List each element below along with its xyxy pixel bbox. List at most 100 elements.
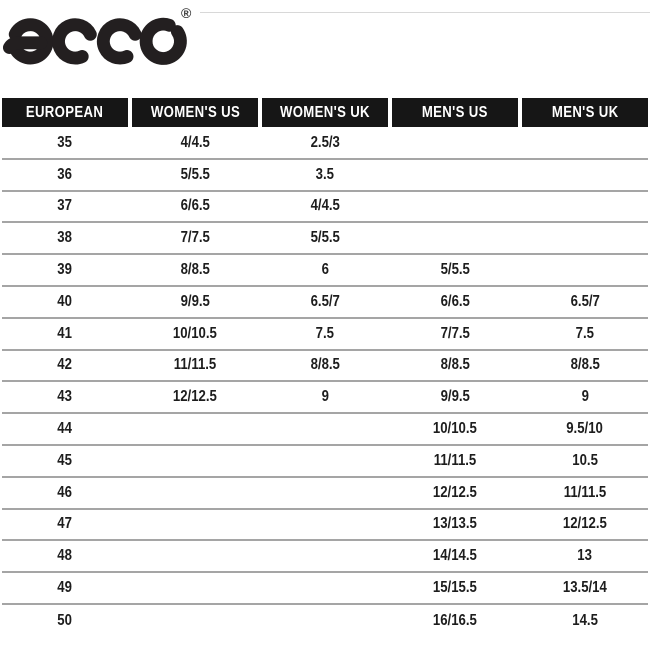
- size-cell-label: 41: [57, 324, 73, 342]
- size-cell-label: 12/12.5: [173, 388, 217, 406]
- table-row: 43 12/12.5 9 9/9.5 9: [2, 382, 648, 415]
- size-cell-label: 7.5: [315, 324, 335, 342]
- size-cell: 16/16.5: [392, 605, 518, 637]
- size-cell-label: 46: [57, 483, 73, 501]
- size-cell: 6/6.5: [132, 192, 258, 222]
- size-cell: [392, 223, 518, 253]
- size-cell-label: 14/14.5: [433, 547, 477, 565]
- size-cell: 7/7.5: [392, 319, 518, 349]
- table-row: 35 4/4.5 2.5/3: [2, 128, 648, 160]
- size-cell-label: 11/11.5: [433, 451, 477, 469]
- size-cell-label: 9/9.5: [440, 388, 470, 406]
- size-cell: 7/7.5: [132, 223, 258, 253]
- size-cell: [262, 478, 388, 508]
- logo-letter-e-bar: [3, 36, 48, 54]
- size-cell-label: 9/9.5: [180, 292, 210, 310]
- size-cell: 3.5: [262, 160, 388, 190]
- size-cell: [522, 160, 648, 190]
- size-cell-label: 10/10.5: [173, 324, 217, 342]
- size-cell: 48: [2, 541, 128, 571]
- size-cell-label: 13/13.5: [433, 515, 477, 533]
- size-cell: [262, 414, 388, 444]
- size-cell: [132, 478, 258, 508]
- size-cell-label: 35: [57, 133, 73, 151]
- size-cell: [262, 605, 388, 637]
- column-header-label: EUROPEAN: [26, 103, 104, 121]
- size-cell-label: 47: [57, 515, 73, 533]
- size-cell-label: 36: [57, 165, 73, 183]
- table-row: 44 10/10.5 9.5/10: [2, 414, 648, 446]
- column-header-label: WOMEN'S UK: [280, 103, 370, 121]
- column-header-label: MEN'S UK: [551, 103, 619, 121]
- size-cell: [392, 128, 518, 158]
- size-cell: 9: [262, 382, 388, 412]
- size-cell: 9.5/10: [522, 414, 648, 444]
- size-cell: 44: [2, 414, 128, 444]
- size-cell: 4/4.5: [132, 128, 258, 158]
- size-cell: 45: [2, 446, 128, 476]
- table-row: 41 10/10.5 7.5 7/7.5 7.5: [2, 319, 648, 351]
- size-cell: 40: [2, 287, 128, 317]
- table-row: 39 8/8.5 6 5/5.5: [2, 255, 648, 287]
- size-cell-label: 9.5/10: [566, 420, 604, 438]
- size-cell-label: 7.5: [575, 324, 595, 342]
- size-cell: 14.5: [522, 605, 648, 637]
- size-cell-label: 48: [57, 547, 73, 565]
- table-row: 47 13/13.5 12/12.5: [2, 510, 648, 542]
- size-cell-label: 11/11.5: [173, 356, 217, 374]
- size-cell: 37: [2, 192, 128, 222]
- size-cell-label: 8/8.5: [570, 356, 600, 374]
- size-cell: 49: [2, 573, 128, 603]
- table-row: 36 5/5.5 3.5: [2, 160, 648, 192]
- column-header-label: WOMEN'S US: [150, 103, 240, 121]
- size-cell: 39: [2, 255, 128, 285]
- top-divider-line: [200, 12, 650, 13]
- size-cell-label: 2.5/3: [310, 133, 340, 151]
- size-cell-label: 6.5/7: [310, 292, 340, 310]
- size-cell: 12/12.5: [132, 382, 258, 412]
- size-cell-label: 7/7.5: [180, 229, 210, 247]
- size-cell-label: 6.5/7: [570, 292, 600, 310]
- size-cell-label: 49: [57, 579, 73, 597]
- size-cell-label: 38: [57, 229, 73, 247]
- table-header-row: EUROPEAN WOMEN'S US WOMEN'S UK MEN'S US MEN'…: [2, 98, 648, 127]
- size-cell: 50: [2, 605, 128, 637]
- table-row: 49 15/15.5 13.5/14: [2, 573, 648, 605]
- size-cell: [132, 541, 258, 571]
- size-cell: 11/11.5: [132, 351, 258, 381]
- size-cell-label: 43: [57, 388, 73, 406]
- size-cell: 10/10.5: [392, 414, 518, 444]
- size-cell-label: 10/10.5: [433, 420, 477, 438]
- size-cell-label: 39: [57, 261, 73, 279]
- size-cell: 10.5: [522, 446, 648, 476]
- size-cell: [132, 414, 258, 444]
- size-cell: [522, 255, 648, 285]
- size-cell: [262, 446, 388, 476]
- size-cell-label: 13: [577, 547, 593, 565]
- size-cell-label: 42: [57, 356, 73, 374]
- column-header: EUROPEAN: [2, 98, 128, 127]
- size-cell-label: 9: [581, 388, 589, 406]
- size-cell: 35: [2, 128, 128, 158]
- size-cell: 41: [2, 319, 128, 349]
- size-cell: 8/8.5: [522, 351, 648, 381]
- size-cell: [522, 192, 648, 222]
- size-cell-label: 6/6.5: [440, 292, 470, 310]
- logo-letter-c2: [96, 18, 142, 65]
- table-row: 46 12/12.5 11/11.5: [2, 478, 648, 510]
- column-header: WOMEN'S UK: [262, 98, 388, 127]
- size-cell: 47: [2, 510, 128, 540]
- size-cell-label: 15/15.5: [433, 579, 477, 597]
- size-cell: 8/8.5: [262, 351, 388, 381]
- size-cell-label: 11/11.5: [563, 483, 607, 501]
- size-cell-label: 4/4.5: [180, 133, 210, 151]
- size-cell-label: 16/16.5: [433, 611, 477, 629]
- column-header: MEN'S UK: [522, 98, 648, 127]
- size-cell: 6.5/7: [522, 287, 648, 317]
- column-header-label: MEN'S US: [422, 103, 488, 121]
- size-cell: [392, 160, 518, 190]
- size-cell-label: 5/5.5: [440, 261, 470, 279]
- size-cell: 8/8.5: [132, 255, 258, 285]
- size-cell-label: 50: [57, 611, 73, 629]
- ecco-logo: [3, 17, 187, 65]
